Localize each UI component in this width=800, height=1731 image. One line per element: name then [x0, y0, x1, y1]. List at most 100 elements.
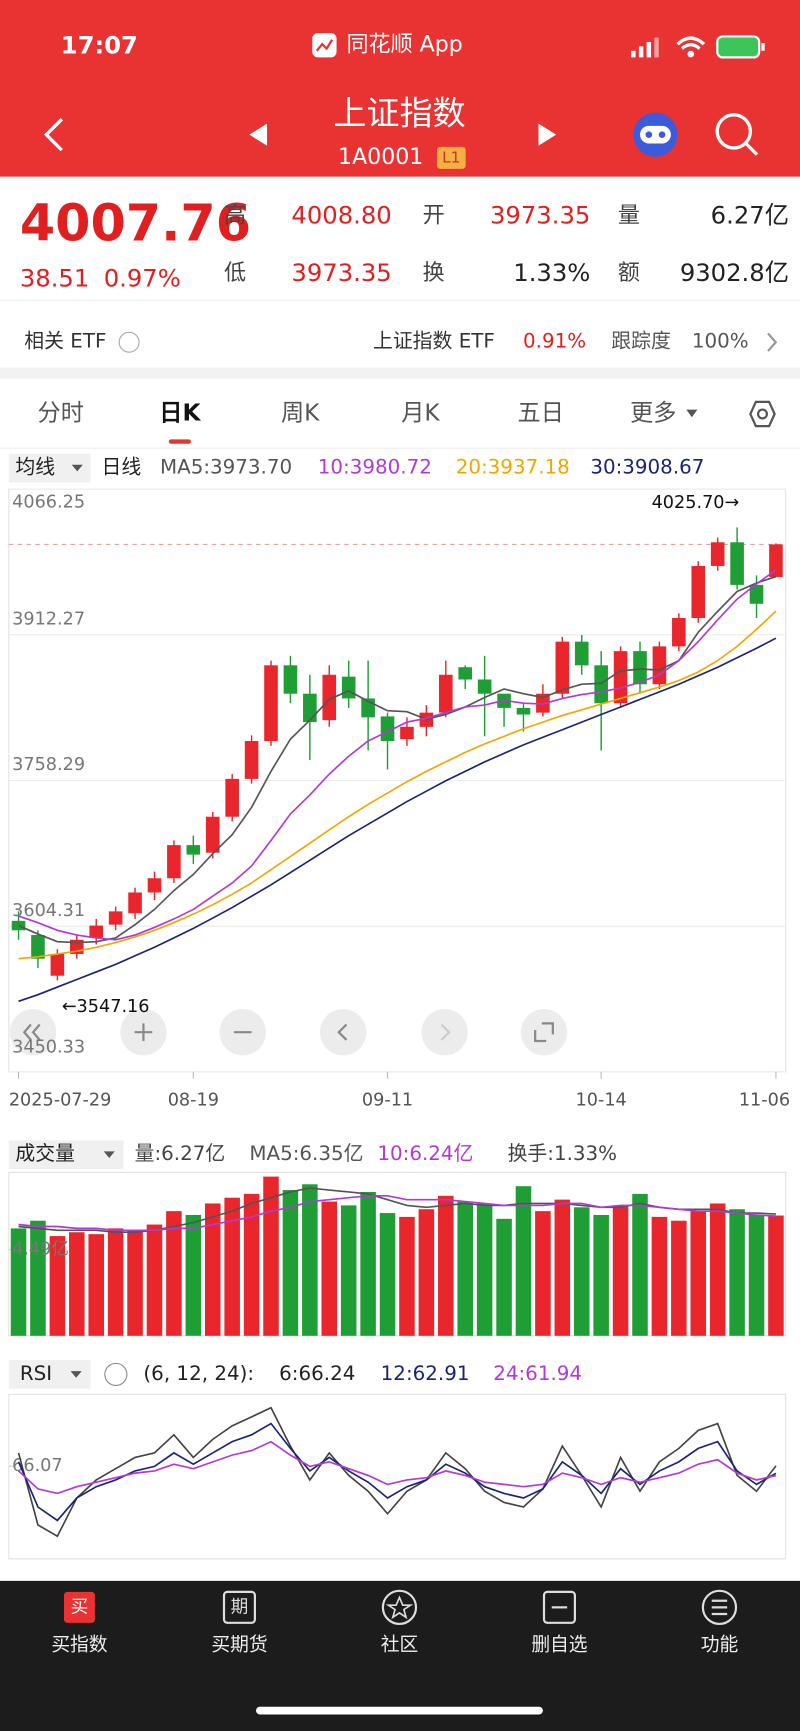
tab[interactable]: 分时 — [38, 399, 84, 426]
field-label: 换 — [423, 261, 445, 286]
nav-icon — [542, 1590, 576, 1624]
next-button[interactable] — [538, 123, 557, 146]
rsi-params: (6, 12, 24): — [143, 1362, 254, 1385]
nav-item[interactable]: 功能 — [701, 1633, 739, 1655]
wifi — [676, 36, 706, 50]
volume-bar — [593, 1214, 609, 1336]
index-title: 上证指数 — [333, 93, 465, 132]
selector: RSI — [20, 1362, 52, 1385]
legend-item: 24:61.94 — [493, 1362, 582, 1385]
back-button[interactable] — [44, 118, 63, 152]
candle-body — [31, 935, 45, 959]
volume-bar — [263, 1176, 279, 1336]
dropdown-caret — [686, 409, 698, 418]
nav-icon — [222, 1590, 256, 1624]
price: 4007.76 — [20, 193, 251, 252]
rsi-line — [17, 1440, 777, 1495]
robot-button[interactable] — [633, 112, 678, 157]
robot-face — [640, 125, 671, 144]
candle-body — [50, 953, 65, 976]
legend-item: 换手:1.33% — [508, 1142, 617, 1165]
pan-right[interactable] — [421, 1009, 468, 1056]
volume-bar — [204, 1203, 221, 1336]
tab[interactable]: 五日 — [518, 399, 564, 426]
volume-bar — [166, 1211, 182, 1336]
settings-dot — [756, 408, 768, 420]
volume-bar — [515, 1186, 532, 1336]
field-label: 开 — [423, 203, 445, 228]
y-tick-label: 4066.25 — [12, 492, 85, 512]
selector: 均线 — [15, 456, 55, 479]
candle-body — [186, 845, 201, 855]
candle-body — [613, 651, 628, 704]
legend-item: MA5:6.35亿 — [249, 1142, 363, 1165]
volume-bar — [224, 1197, 240, 1336]
app-name: 同花顺 App — [346, 32, 462, 57]
volume-bar — [438, 1195, 454, 1336]
prev-button[interactable] — [249, 123, 268, 146]
x-tick-label: 2025-07-29 — [9, 1091, 112, 1111]
volume-bar — [127, 1230, 143, 1336]
pan-left[interactable] — [320, 1009, 367, 1056]
field-label: 量 — [618, 203, 640, 228]
tab-active[interactable]: 日K — [159, 399, 201, 426]
volume-bar — [690, 1211, 707, 1336]
y-tick-label: 3912.27 — [12, 609, 85, 629]
volume-bar — [748, 1214, 765, 1336]
y-tick-label: 3450.33 — [12, 1038, 85, 1058]
candle-body — [225, 778, 239, 817]
nav-item[interactable]: 买指数 — [51, 1633, 107, 1655]
volume-bar — [88, 1234, 104, 1336]
ma-line — [18, 610, 777, 960]
search-button[interactable] — [715, 113, 759, 156]
candle-body — [380, 716, 395, 742]
selector-box[interactable] — [8, 1140, 124, 1170]
volume-ma-line — [18, 1194, 776, 1232]
candle-body — [691, 565, 706, 618]
candle-body — [244, 741, 259, 779]
candle-body — [710, 542, 725, 566]
icon — [337, 1023, 348, 1041]
volume-bar — [360, 1191, 376, 1336]
volume-bar — [496, 1218, 512, 1336]
volume-bar — [671, 1220, 687, 1336]
settings-button[interactable] — [749, 400, 776, 428]
candle-body — [730, 542, 744, 585]
volume-bar — [535, 1211, 551, 1336]
field-value: 1.33% — [513, 258, 590, 287]
signal-bar — [654, 37, 659, 58]
battery — [716, 35, 761, 59]
nav-item[interactable]: 删自选 — [531, 1633, 587, 1655]
ma-line — [18, 637, 777, 1003]
fullscreen[interactable] — [520, 1009, 568, 1056]
change-pct: 0.97% — [104, 263, 181, 292]
nav-item[interactable]: 买期货 — [211, 1633, 267, 1655]
volume-ma-line — [18, 1187, 776, 1234]
volume-bar — [632, 1193, 648, 1336]
candle-body — [574, 641, 589, 666]
candle-body — [108, 911, 123, 925]
nav-item[interactable]: 社区 — [381, 1633, 418, 1655]
search-handle — [744, 142, 759, 156]
volume-bar — [340, 1205, 357, 1336]
candle-body — [147, 878, 162, 893]
index-code: 1A0001 — [338, 145, 423, 170]
help-icon — [118, 331, 140, 353]
nav-icon-star — [385, 1595, 414, 1620]
tab[interactable]: 更多 — [630, 399, 676, 426]
volume-bar — [399, 1216, 415, 1336]
volume-bar — [49, 1236, 66, 1336]
x-tick-label: 09-11 — [362, 1091, 413, 1111]
tracking: 100% — [692, 330, 749, 353]
volume-bar — [282, 1190, 299, 1336]
etf-row[interactable]: 相关 ETF 上证指数 ETF 0.91% 跟踪度 100% — [24, 330, 778, 353]
tab[interactable]: 月K — [401, 399, 440, 426]
candle-body — [167, 845, 181, 879]
help-icon[interactable] — [104, 1362, 128, 1387]
volume-bar — [321, 1201, 338, 1336]
tab[interactable]: 周K — [281, 399, 320, 426]
plot-frame — [8, 1171, 787, 1337]
field-value: 4008.80 — [291, 200, 391, 229]
legend-item: 20:3937.18 — [456, 456, 570, 479]
nav-icon-menu — [711, 1599, 728, 1616]
